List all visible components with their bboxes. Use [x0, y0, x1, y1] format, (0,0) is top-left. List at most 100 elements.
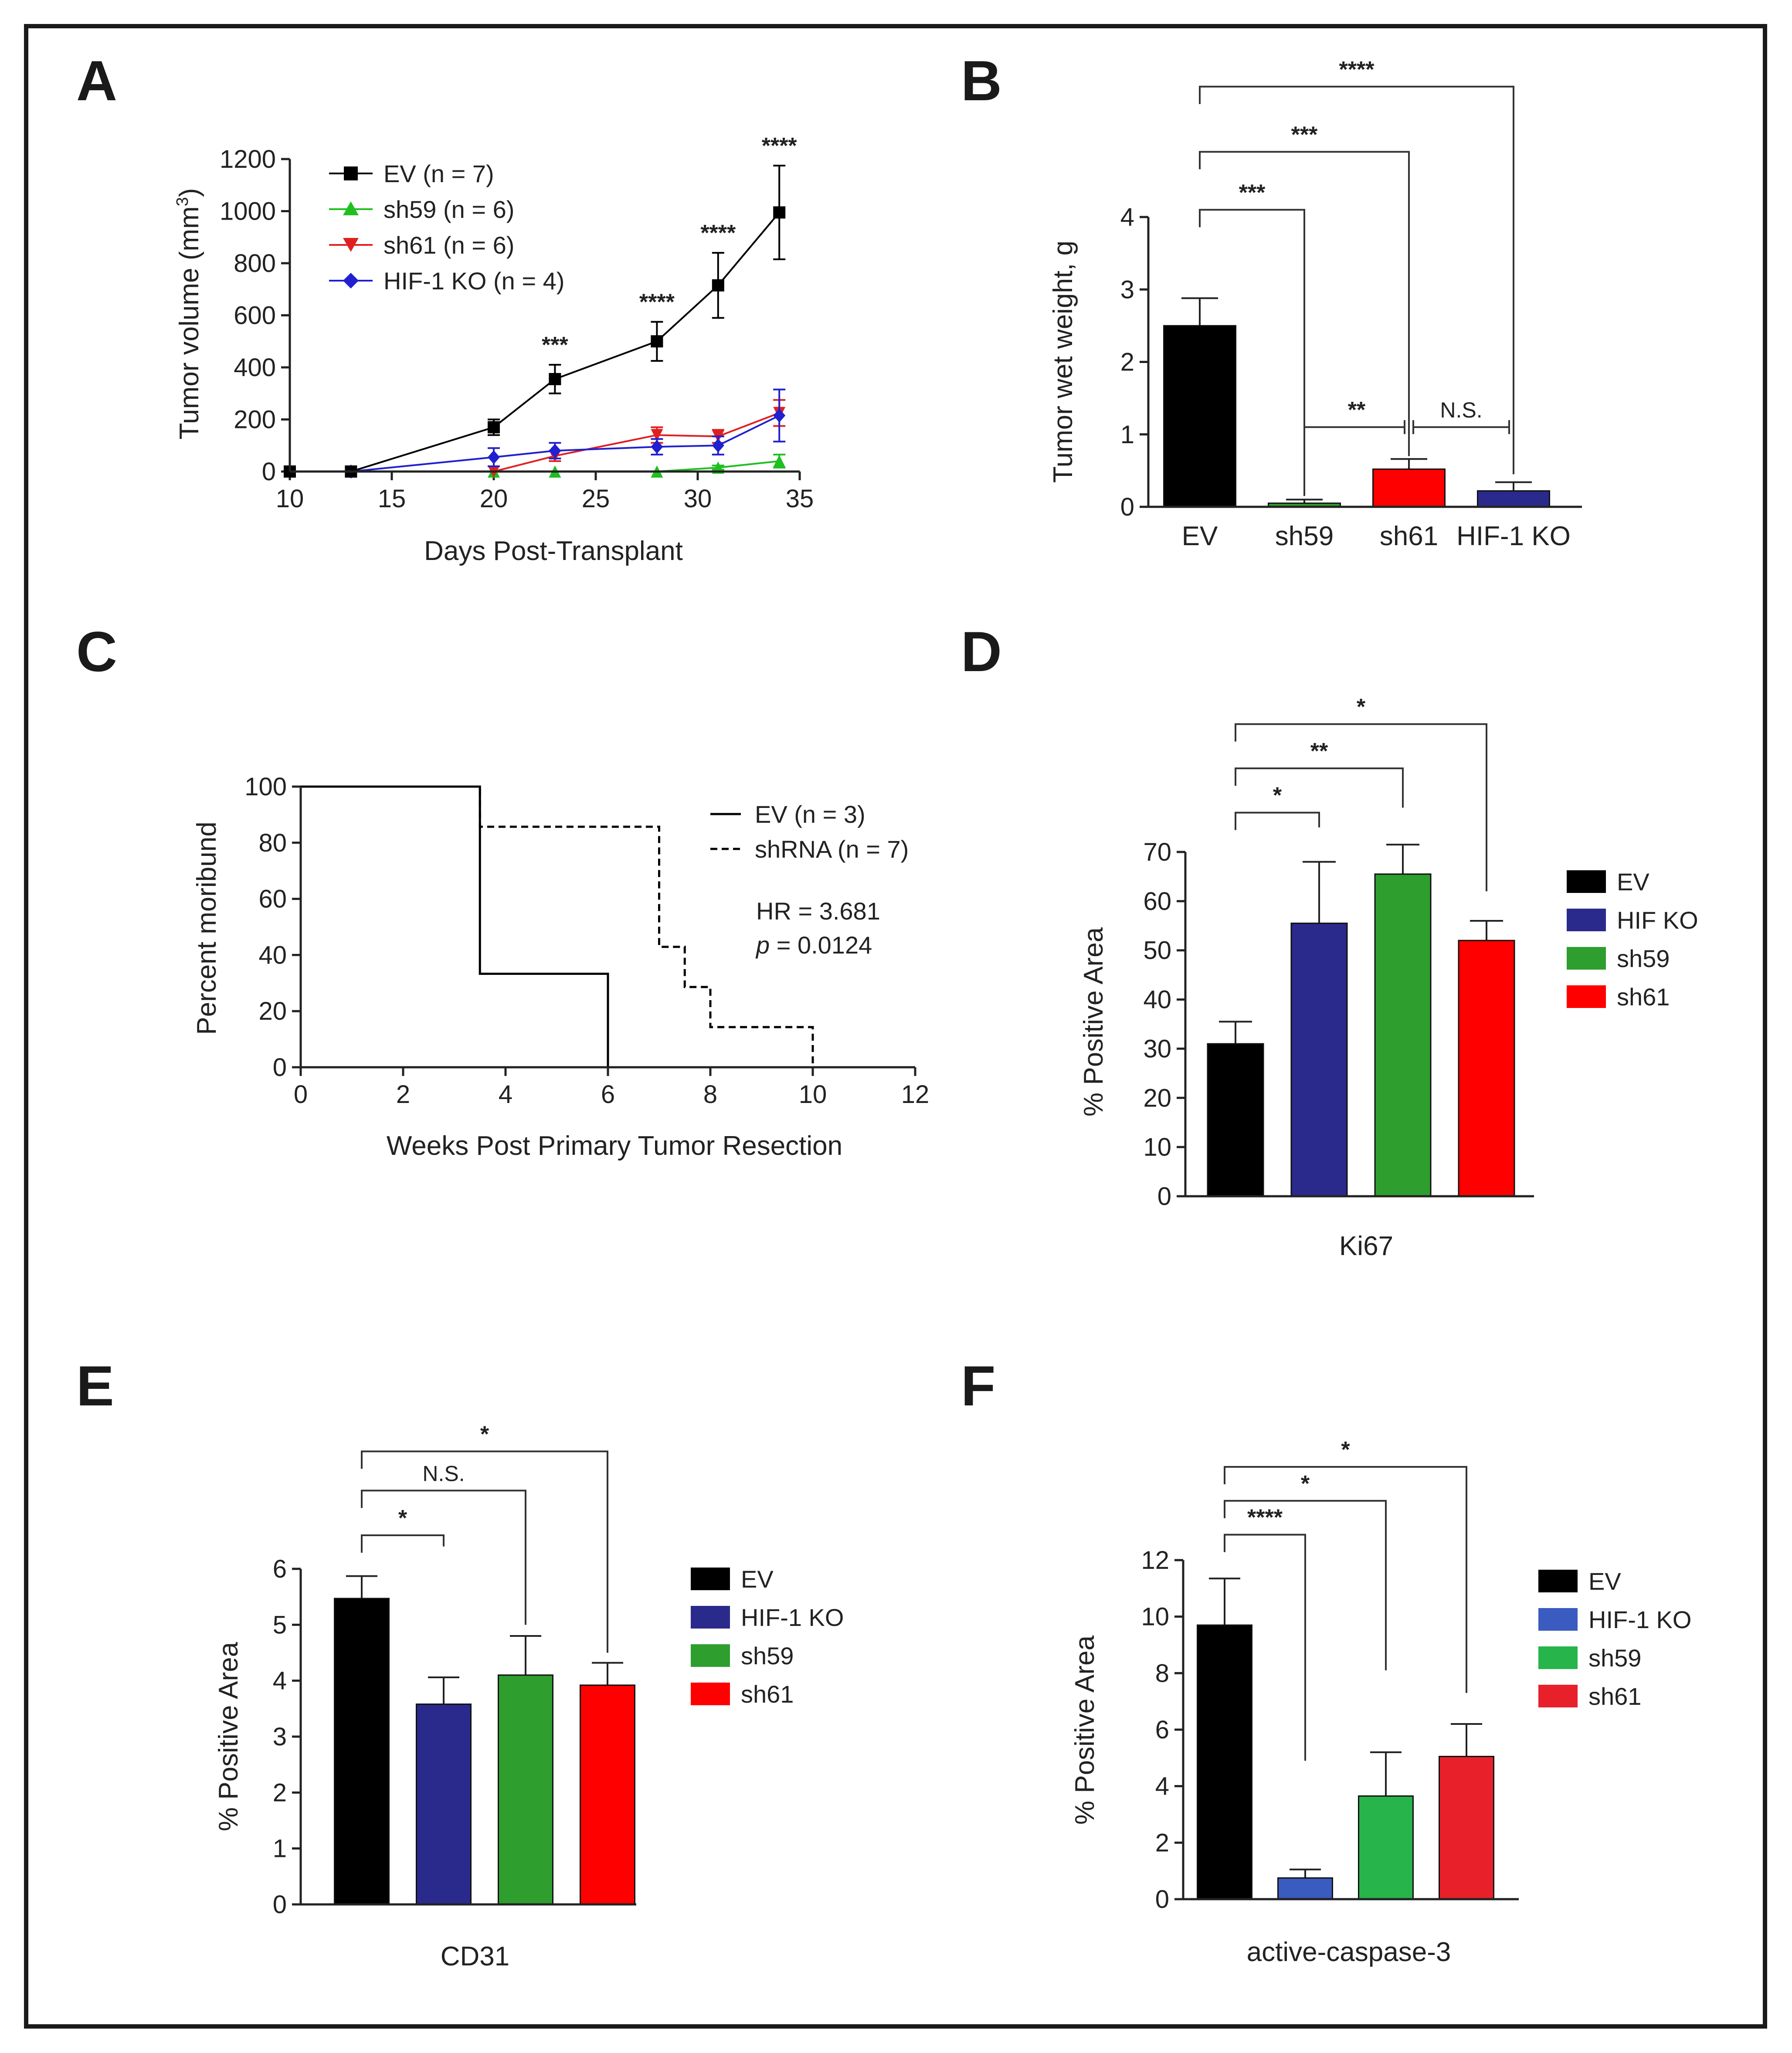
- comparison-label: ****: [1339, 57, 1375, 82]
- comparison-label: ***: [1291, 122, 1318, 147]
- bar: [1358, 1795, 1414, 1900]
- legend-swatch: [1538, 1570, 1578, 1592]
- comparison-label: *: [1341, 1437, 1350, 1463]
- point: [651, 429, 663, 441]
- panel-a-y-label-end: ): [174, 188, 204, 197]
- x-tick-label: 4: [499, 1080, 512, 1109]
- panel-a-x-ticks: 10 15 20 25 30 35: [276, 472, 814, 513]
- panel-b-y-ticks: 0 1 2 3 4: [1120, 203, 1148, 521]
- point: [549, 373, 561, 385]
- panel-letter-e: E: [76, 1354, 114, 1418]
- legend-swatch: [691, 1606, 730, 1629]
- panel-c-hr-text: HR = 3.681: [756, 897, 880, 925]
- bar: [1197, 1624, 1252, 1900]
- x-tick-label: 0: [294, 1080, 308, 1109]
- comparison-line: [1235, 723, 1487, 892]
- significance-label: ****: [639, 289, 675, 315]
- comparison-label: *: [1273, 783, 1282, 808]
- legend-swatch: [1567, 947, 1606, 970]
- y-tick-label: 2: [1120, 348, 1134, 377]
- legend-label: HIF-1 KO: [741, 1604, 844, 1631]
- legend-label: HIF KO: [1617, 906, 1698, 934]
- legend-ev-label: EV (n = 7): [384, 160, 494, 187]
- panel-c-x-label: Weeks Post Primary Tumor Resection: [387, 1131, 842, 1161]
- legend-label: EV: [1617, 868, 1649, 896]
- legend-swatch: [1567, 985, 1606, 1008]
- y-tick-label: 600: [234, 302, 276, 330]
- legend-ev-marker: [344, 166, 358, 180]
- legend-hif-label: HIF-1 KO (n = 4): [384, 267, 564, 295]
- panel-c-p-value: = 0.0124: [770, 931, 872, 959]
- x-tick-label: 20: [480, 485, 508, 513]
- point: [549, 444, 561, 458]
- y-tick-label: 2: [273, 1778, 287, 1807]
- y-tick-label: 1000: [220, 197, 276, 226]
- y-tick-label: 60: [1143, 887, 1171, 916]
- panel-letter-d: D: [961, 620, 1002, 683]
- bar: [580, 1684, 635, 1905]
- y-tick-label: 60: [258, 885, 287, 913]
- x-tick-label: 35: [786, 485, 814, 513]
- legend-swatch: [1538, 1646, 1578, 1669]
- category-label: EV: [1182, 521, 1218, 551]
- legend-swatch: [1567, 909, 1606, 931]
- y-tick-label: 3: [1120, 275, 1134, 304]
- x-tick-label: 25: [582, 485, 610, 513]
- y-tick-label: 40: [1143, 986, 1171, 1014]
- significance-label: ****: [762, 133, 798, 159]
- panel-f-legend: EV HIF-1 KO sh59 sh61: [1538, 1568, 1691, 1710]
- y-tick-label: 6: [273, 1555, 287, 1583]
- legend-sh59-marker: [343, 201, 359, 215]
- y-tick-label: 1: [273, 1835, 287, 1863]
- panel-b-y-label: Tumor wet weight, g: [1048, 241, 1078, 483]
- x-tick-label: 10: [799, 1080, 827, 1109]
- y-tick-label: 20: [258, 997, 287, 1025]
- legend-c-shrna-label: shRNA (n = 7): [755, 835, 909, 863]
- panel-c-series: [301, 785, 814, 1067]
- bar: [334, 1598, 390, 1905]
- y-tick-label: 10: [1143, 1133, 1171, 1161]
- y-tick-label: 50: [1143, 937, 1171, 965]
- point: [488, 450, 500, 465]
- panel-a-y-label: Tumor volume (mm3): [173, 188, 204, 440]
- panel-d-legend: EV HIF KO sh59 sh61: [1567, 868, 1698, 1011]
- panel-a-y-label-sup: 3: [173, 197, 192, 206]
- comparison-line: [1224, 1466, 1467, 1693]
- panel-f-y-label: % Positive Area: [1070, 1635, 1100, 1825]
- comparison-line: [361, 1534, 445, 1553]
- legend-c-ev-label: EV (n = 3): [755, 801, 865, 828]
- comparison-line: [1199, 209, 1305, 496]
- significance-label: ****: [700, 221, 736, 246]
- panel-letter-c: C: [76, 620, 117, 683]
- y-tick-label: 100: [244, 773, 287, 801]
- bar: [1439, 1756, 1494, 1900]
- bar: [1477, 490, 1550, 508]
- panel-d-y-label: % Positive Area: [1079, 927, 1109, 1116]
- panel-f-comparisons: ******: [1224, 1437, 1467, 1761]
- y-tick-label: 0: [1120, 493, 1134, 521]
- panel-c-y-ticks: 0 20 40 60 80 100: [244, 773, 301, 1082]
- y-tick-label: 0: [273, 1053, 287, 1082]
- y-tick-label: 1200: [220, 145, 276, 173]
- comparison-line: [1235, 767, 1404, 808]
- panel-b-bars: [1163, 297, 1550, 508]
- panel-e-bars: [334, 1575, 635, 1905]
- legend-label: sh59: [1588, 1644, 1641, 1672]
- x-tick-label: 15: [378, 485, 406, 513]
- point: [773, 206, 786, 219]
- panel-f-y-ticks: 0 2 4 6 8 10 12: [1141, 1546, 1183, 1914]
- bar: [1374, 873, 1432, 1197]
- legend-label: sh59: [741, 1642, 794, 1670]
- y-tick-label: 800: [234, 249, 276, 278]
- legend-label: EV: [741, 1565, 774, 1593]
- y-tick-label: 12: [1141, 1546, 1169, 1575]
- point: [712, 438, 724, 453]
- legend-sh59-label: sh59 (n = 6): [384, 196, 514, 223]
- panel-e-chart: 0 1 2 3 4 5 6 * N.S. * EV HIF-1 KO sh59 sh61 CD31 %…: [214, 1422, 844, 1972]
- y-tick-label: 200: [234, 406, 276, 434]
- panel-e-comparisons: * N.S. *: [361, 1422, 608, 1653]
- y-tick-label: 3: [273, 1723, 287, 1751]
